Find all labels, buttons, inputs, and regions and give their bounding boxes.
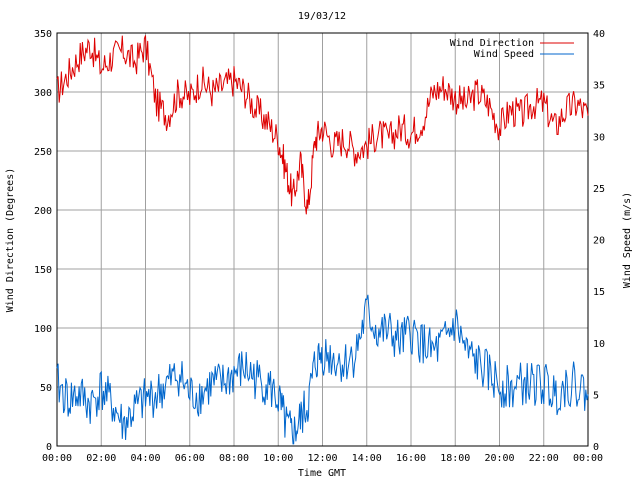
wind-speed-line [56, 294, 589, 445]
right-tick-label: 15 [593, 287, 605, 298]
right-tick-label: 40 [593, 29, 605, 40]
left-tick-label: 50 [40, 383, 52, 394]
x-tick-label: 00:00 [573, 453, 603, 464]
x-tick-label: 16:00 [396, 453, 426, 464]
left-tick-label: 300 [34, 88, 52, 99]
right-tick-label: 5 [593, 390, 599, 401]
left-tick-label: 350 [34, 29, 52, 40]
right-tick-label: 30 [593, 132, 605, 143]
x-tick-label: 14:00 [352, 453, 382, 464]
x-tick-label: 08:00 [219, 453, 249, 464]
x-tick-label: 18:00 [440, 453, 470, 464]
x-tick-label: 06:00 [175, 453, 205, 464]
left-tick-label: 100 [34, 324, 52, 335]
left-tick-label: 0 [46, 442, 52, 453]
legend-label-wind-speed: Wind Speed [474, 49, 534, 60]
x-tick-label: 22:00 [529, 453, 559, 464]
right-tick-label: 10 [593, 339, 605, 350]
right-tick-label: 0 [593, 442, 599, 453]
right-tick-label: 35 [593, 81, 605, 92]
wind-direction-line [56, 35, 589, 215]
right-axis-ticks: 0 5 10 15 20 25 30 35 40 [593, 29, 605, 453]
legend-label-wind-direction: Wind Direction [450, 38, 534, 49]
chart-title: 19/03/12 [298, 11, 346, 22]
x-tick-label: 20:00 [484, 453, 514, 464]
legend: Wind Direction Wind Speed [450, 38, 574, 60]
left-axis-ticks: 0 50 100 150 200 250 300 350 [34, 29, 52, 453]
x-axis-ticks: 00:00 02:00 04:00 06:00 08:00 10:00 12:00 14:00… [42, 453, 603, 464]
x-axis-label: Time GMT [298, 468, 346, 479]
plot-frame [56, 32, 589, 447]
x-tick-label: 10:00 [263, 453, 293, 464]
x-tick-label: 04:00 [130, 453, 160, 464]
left-tick-label: 200 [34, 206, 52, 217]
right-tick-label: 20 [593, 236, 605, 247]
right-axis-label: Wind Speed (m/s) [622, 192, 633, 288]
left-tick-label: 250 [34, 147, 52, 158]
left-axis-label: Wind Direction (Degrees) [5, 168, 16, 313]
left-tick-label: 150 [34, 265, 52, 276]
x-tick-label: 12:00 [307, 453, 337, 464]
x-tick-label: 00:00 [42, 453, 72, 464]
right-tick-label: 25 [593, 184, 605, 195]
x-tick-label: 02:00 [86, 453, 116, 464]
